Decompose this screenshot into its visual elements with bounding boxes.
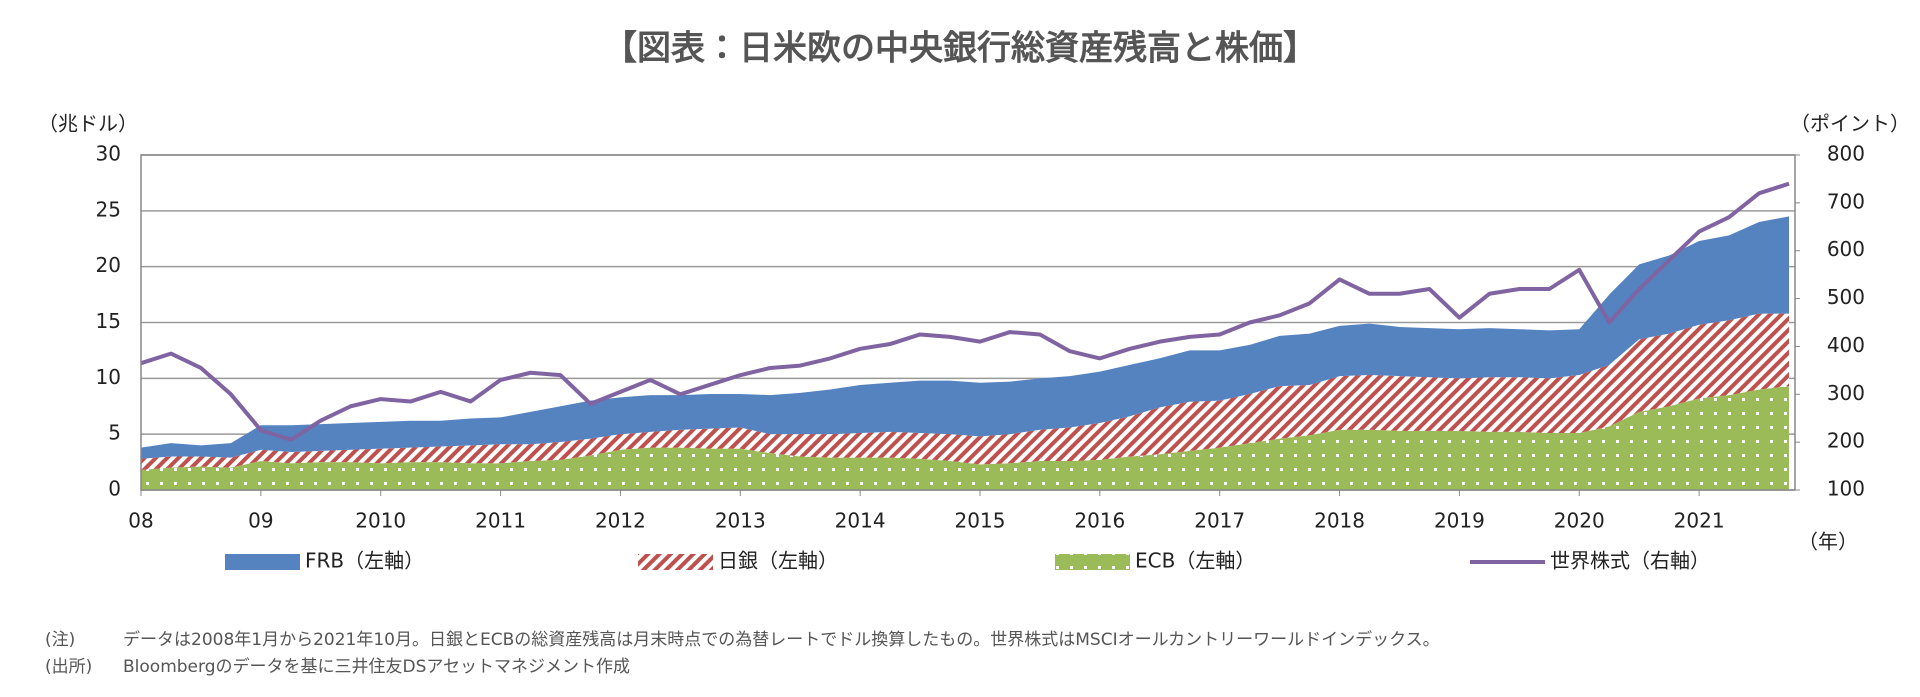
y2-tick-label: 400	[1827, 333, 1865, 357]
y2-axis-label: （ポイント）	[1790, 112, 1910, 136]
area	[141, 216, 1790, 459]
x-tick-label: 2013	[715, 509, 766, 533]
line	[140, 181, 1790, 442]
note-label: (出所)	[45, 657, 92, 677]
x-tick-label: 2016	[1074, 509, 1125, 533]
legend-marker	[225, 554, 300, 570]
x-tick-label: 2017	[1194, 509, 1245, 533]
legend-marker	[1055, 554, 1130, 570]
area	[141, 386, 1790, 490]
x-tick-label: 09	[248, 509, 273, 533]
x-tick-label: 2020	[1554, 509, 1605, 533]
y2-tick-label: 500	[1827, 285, 1865, 309]
x-tick-label: 2018	[1314, 509, 1365, 533]
x-tick-label: 2014	[835, 509, 886, 533]
note-text: Bloombergのデータを基に三井住友DSアセットマネジメント作成	[123, 656, 630, 677]
note-text: データは2008年1月から2021年10月。日銀とECBの総資産残高は月末時点で…	[123, 629, 1440, 650]
x-tick-label: 2012	[595, 509, 646, 533]
chart-title: 【図表：日米欧の中央銀行総資産残高と株価】	[603, 29, 1317, 69]
plot-border	[140, 154, 1796, 491]
legend-label: ECB（左軸）	[1135, 549, 1255, 573]
x-axis-label: （年）	[1798, 530, 1858, 554]
y-tick-label: 5	[108, 421, 121, 445]
legend-marker	[638, 554, 713, 570]
y2-tick-label: 600	[1827, 237, 1865, 261]
x-tick-label: 08	[128, 509, 153, 533]
y2-tick-label: 800	[1827, 142, 1865, 166]
y2-tick-label: 700	[1827, 189, 1865, 213]
note-label: (注)	[45, 630, 75, 650]
x-tick-label: 2011	[475, 509, 526, 533]
y-tick-label: 30	[96, 142, 121, 166]
y-tick-label: 0	[108, 477, 121, 501]
legend-label: FRB（左軸）	[305, 549, 424, 573]
legend-label: 日銀（左軸）	[718, 549, 838, 573]
legend-label: 世界株式（右軸）	[1550, 549, 1710, 573]
y2-tick-label: 300	[1827, 381, 1865, 405]
y-axis-label: （兆ドル）	[38, 112, 138, 136]
y-tick-label: 10	[96, 365, 121, 389]
x-tick-label: 2019	[1434, 509, 1485, 533]
y2-tick-label: 200	[1827, 429, 1865, 453]
area	[141, 313, 1790, 470]
x-tick-label: 2010	[355, 509, 406, 533]
x-tick-label: 2015	[955, 509, 1006, 533]
y-tick-label: 15	[96, 309, 121, 333]
x-tick-label: 2021	[1674, 509, 1725, 533]
y-tick-label: 20	[96, 253, 121, 277]
y-tick-label: 25	[96, 197, 121, 221]
y2-tick-label: 100	[1827, 477, 1865, 501]
